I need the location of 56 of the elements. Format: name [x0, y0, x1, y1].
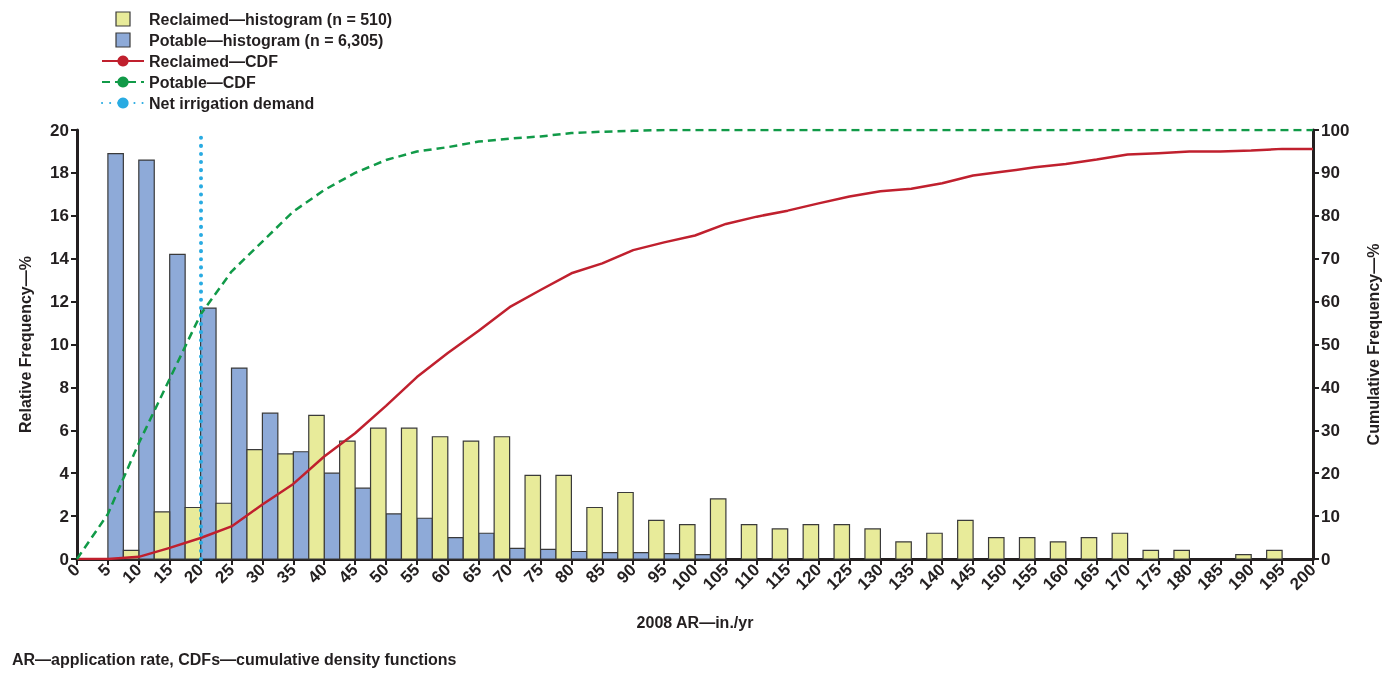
legend-label: Net irrigation demand — [149, 94, 315, 112]
x-tick-label: 25 — [211, 560, 239, 588]
y-axis-title: Relative Frequency—% — [16, 256, 34, 433]
x-tick-label: 90 — [613, 560, 640, 588]
legend-label: Reclaimed—CDF — [149, 52, 279, 70]
y-tick-label: 6 — [59, 420, 69, 440]
x-tick-label: 110 — [730, 560, 764, 594]
x-tick-label: 60 — [427, 560, 455, 588]
x-tick-label: 195 — [1255, 560, 1289, 594]
x-axis-title: 2008 AR—in./yr — [636, 613, 754, 631]
y2-axis-title: Cumulative Frequency—% — [1364, 243, 1382, 446]
y-tick-label: 14 — [50, 249, 70, 269]
y-tick-label: 8 — [59, 377, 69, 397]
x-tick-label: 55 — [396, 560, 424, 588]
x-tick-label: 70 — [489, 560, 517, 588]
y2-tick-label: 70 — [1321, 249, 1340, 269]
legend-label: Potable—CDF — [149, 73, 256, 91]
x-tick-label: 95 — [644, 560, 671, 588]
x-tick-label: 5 — [94, 560, 115, 581]
text: AR—application rate, CDFs—cumulative density functions — [12, 650, 457, 668]
y2-tick-label: 20 — [1321, 463, 1340, 483]
x-tick-label: 20 — [180, 560, 208, 588]
x-tick-label: 75 — [520, 560, 548, 588]
y2-tick-label: 50 — [1321, 335, 1340, 354]
x-tick-label: 155 — [1008, 560, 1042, 594]
x-tick-label: 80 — [551, 560, 579, 588]
y2-tick-label: 80 — [1321, 206, 1340, 226]
y-tick-label: 12 — [50, 292, 69, 312]
x-tick-label: 65 — [458, 560, 486, 588]
x-tick-label: 200 — [1286, 560, 1320, 594]
x-tick-label: 150 — [977, 560, 1011, 594]
y2-tick-label: 10 — [1321, 506, 1340, 526]
y2-tick-label: 100 — [1321, 120, 1350, 140]
legend-label: Reclaimed—histogram (n = 510) — [149, 10, 393, 28]
x-tick-label: 145 — [946, 560, 980, 594]
y2-tick-label: 60 — [1321, 292, 1340, 312]
x-tick-label: 15 — [149, 560, 177, 588]
x-tick-label: 10 — [118, 560, 146, 588]
y-tick-label: 16 — [50, 206, 69, 226]
y-tick-label: 4 — [59, 463, 70, 483]
y-tick-label: 20 — [50, 120, 69, 140]
y-tick-label: 10 — [50, 335, 69, 354]
x-tick-label: 45 — [335, 560, 362, 588]
x-tick-label: 30 — [242, 560, 270, 588]
x-tick-label: 105 — [699, 560, 733, 594]
y-tick-label: 18 — [50, 163, 69, 183]
x-tick-label: 40 — [304, 560, 331, 588]
legend-label: Potable—histogram (n = 6,305) — [149, 31, 384, 49]
y2-tick-label: 30 — [1321, 420, 1340, 440]
y2-tick-label: 90 — [1321, 163, 1340, 183]
y2-tick-label: 40 — [1321, 377, 1340, 397]
x-tick-label: 100 — [668, 560, 702, 594]
x-tick-label: 85 — [582, 560, 610, 588]
x-tick-label: 50 — [365, 560, 393, 588]
x-tick-label: 35 — [273, 560, 301, 588]
y-tick-label: 2 — [59, 506, 69, 526]
